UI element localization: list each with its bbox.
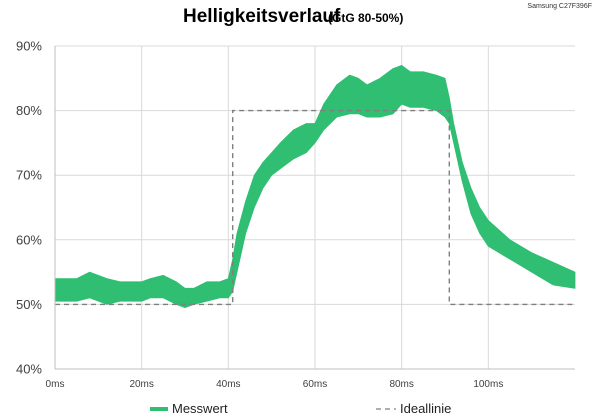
y-tick-label: 80% <box>16 103 42 118</box>
grid <box>55 45 575 369</box>
legend-label-messwert: Messwert <box>172 401 228 416</box>
axes: 40% 50% 60% 70% 80% 90% 0ms 20ms 40ms 60ms 80ms 100… <box>16 39 575 390</box>
x-tick-label: 0ms <box>46 379 65 390</box>
chart-title: Helligkeitsverlauf <box>183 6 341 27</box>
y-tick-label: 60% <box>16 232 42 247</box>
series-ideallinie-line <box>55 109 575 306</box>
plot-area <box>54 65 576 308</box>
legend: Messwert Ideallinie <box>150 401 451 416</box>
x-tick-label: 80ms <box>389 379 413 390</box>
y-tick-label: 50% <box>16 297 42 312</box>
model-label: Samsung C27F396F <box>527 3 592 10</box>
y-tick-label: 70% <box>16 168 42 183</box>
y-tick-label: 90% <box>16 39 42 54</box>
x-tick-label: 20ms <box>129 379 153 390</box>
x-tick-label: 100ms <box>473 379 503 390</box>
x-tick-label: 40ms <box>216 379 240 390</box>
chart-subtitle: (GtG 80-50%) <box>328 11 403 25</box>
series-messwert-band <box>54 65 576 308</box>
legend-label-ideallinie: Ideallinie <box>400 401 451 416</box>
y-tick-label: 40% <box>16 362 42 377</box>
x-tick-label: 60ms <box>303 379 327 390</box>
